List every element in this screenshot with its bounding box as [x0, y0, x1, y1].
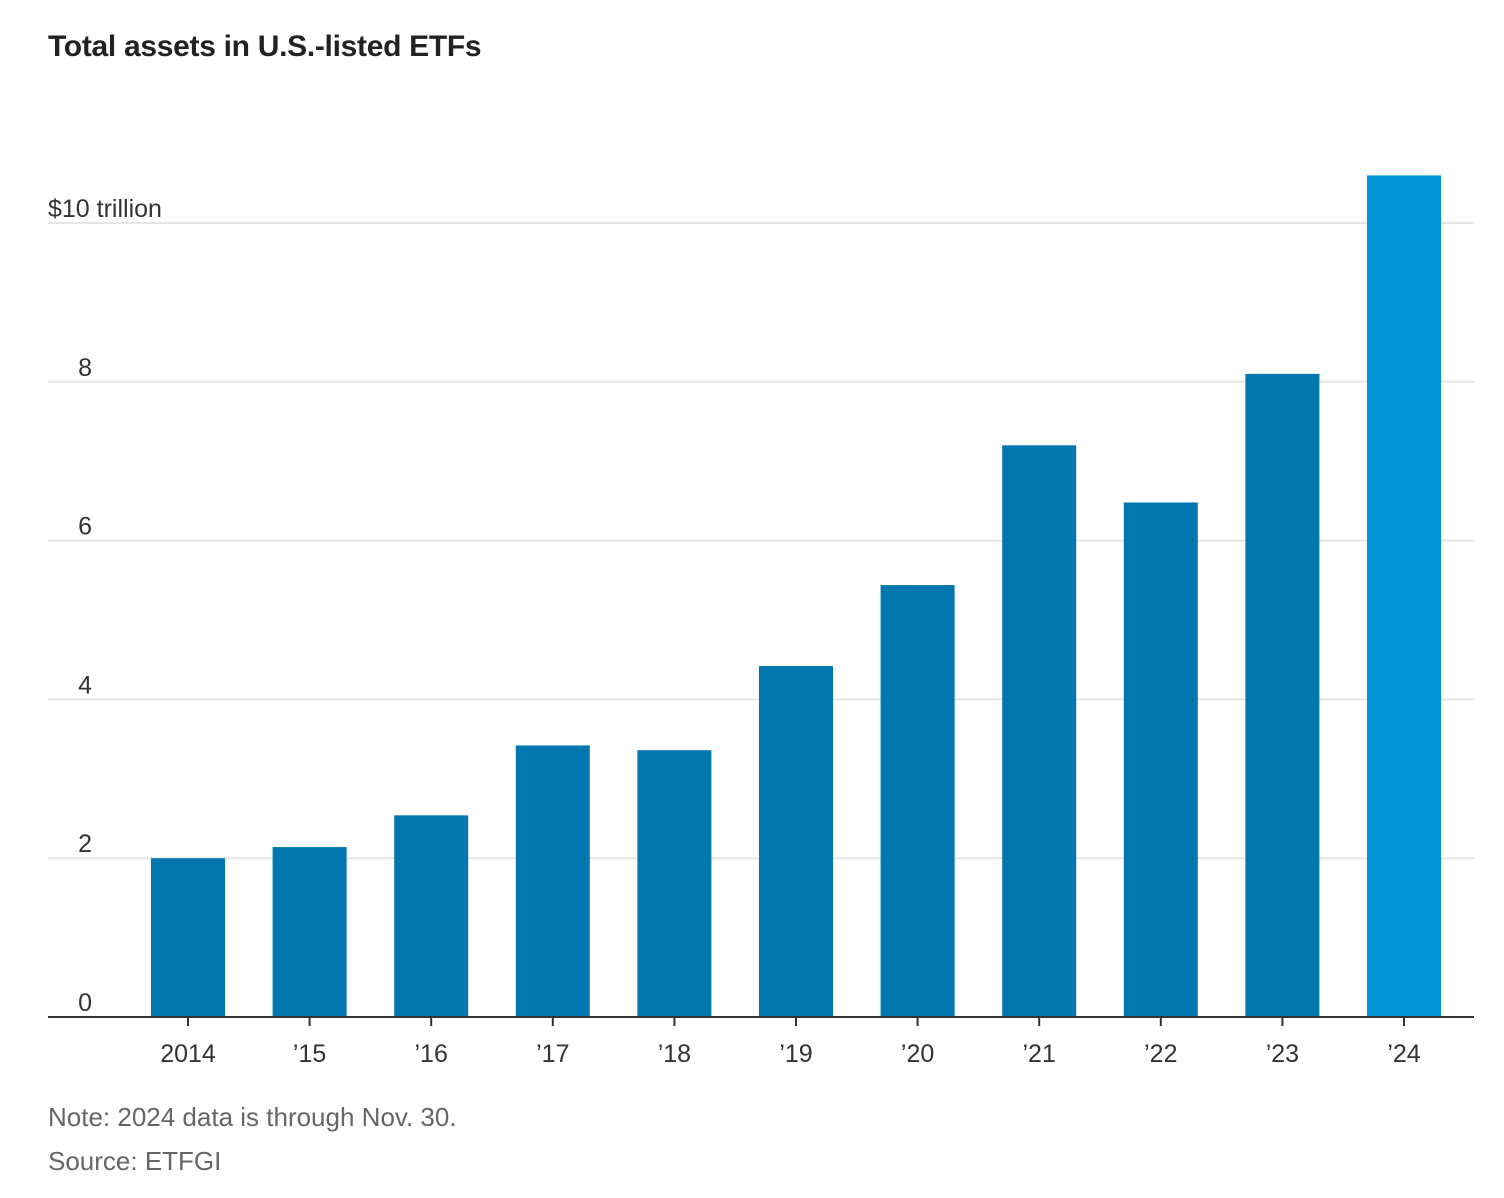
x-tick-label: ’17: [536, 1040, 569, 1068]
x-tick-label: ’15: [293, 1040, 326, 1068]
bar-’22: [1123, 502, 1198, 1017]
x-axis-ticks: 2014 ’15 ’16 ’17 ’18 ’19 ’20 ’21 ’22 ’23 ’24: [160, 1017, 1421, 1068]
x-tick-label: ’21: [1023, 1040, 1056, 1068]
bar-’18: [637, 750, 712, 1017]
bar-’23: [1245, 373, 1320, 1017]
x-tick-label: ’20: [901, 1040, 934, 1068]
bar-’20: [880, 585, 955, 1017]
bar-’24: [1367, 175, 1441, 1018]
y-axis-ticks: 0 2 4 6 8 $10 trillion: [48, 195, 162, 1017]
x-tick-label: ’24: [1387, 1040, 1420, 1068]
bar-’15: [272, 847, 347, 1017]
bar-’17: [515, 745, 590, 1017]
bar-’16: [394, 815, 469, 1017]
y-tick-label: 4: [78, 671, 92, 699]
chart-title: Total assets in U.S.-listed ETFs: [48, 30, 482, 63]
bars: [151, 175, 1441, 1018]
x-tick-label: ’18: [658, 1040, 691, 1068]
chart-source: Source: ETFGI: [48, 1146, 222, 1176]
x-tick-label: ’23: [1266, 1040, 1299, 1068]
y-tick-label: $10 trillion: [48, 195, 162, 223]
x-tick-label: ’22: [1144, 1040, 1177, 1068]
bar-2014: [151, 858, 225, 1017]
y-tick-label: 6: [78, 513, 92, 541]
y-tick-label: 8: [78, 354, 92, 382]
y-tick-label: 0: [78, 989, 92, 1017]
x-tick-label: ’19: [779, 1040, 812, 1068]
x-tick-label: 2014: [160, 1040, 216, 1068]
y-tick-label: 2: [78, 830, 92, 858]
bar-’19: [759, 666, 833, 1017]
chart-note: Note: 2024 data is through Nov. 30.: [48, 1102, 457, 1132]
x-tick-label: ’16: [415, 1040, 448, 1068]
bar-’21: [1002, 445, 1077, 1017]
